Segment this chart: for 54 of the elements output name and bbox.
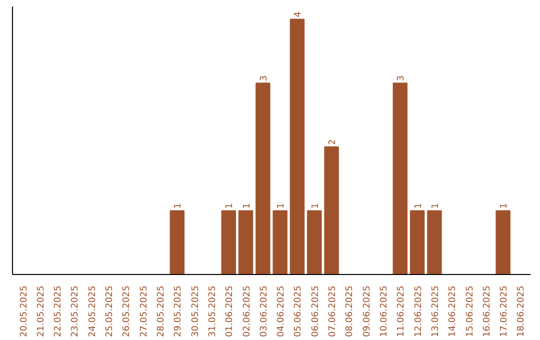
data-label: 1 bbox=[430, 202, 441, 209]
x-tick-label: 02.06.2025 bbox=[242, 286, 252, 338]
data-label: 3 bbox=[396, 75, 407, 82]
x-tick-label: 21.05.2025 bbox=[36, 286, 46, 338]
bar bbox=[272, 210, 288, 274]
x-tick-label: 30.05.2025 bbox=[190, 286, 201, 338]
bar bbox=[427, 210, 442, 274]
x-tick-label: 07.06.2025 bbox=[328, 286, 338, 338]
data-label: 1 bbox=[500, 202, 510, 209]
data-label: 3 bbox=[259, 75, 270, 82]
data-label: 4 bbox=[294, 11, 304, 18]
x-tick-label: 05.06.2025 bbox=[294, 286, 304, 338]
x-tick-label: 12.06.2025 bbox=[414, 286, 424, 338]
x-tick-label: 16.06.2025 bbox=[482, 286, 492, 338]
x-tick-label: 11.06.2025 bbox=[396, 286, 407, 338]
data-label: 2 bbox=[328, 139, 338, 145]
bar bbox=[256, 82, 270, 274]
x-tick-label: 25.05.2025 bbox=[105, 286, 116, 338]
x-tick-label: 18.06.2025 bbox=[516, 286, 527, 338]
bar bbox=[392, 82, 408, 274]
x-tick-label: 27.05.2025 bbox=[139, 286, 150, 338]
data-label: 1 bbox=[276, 202, 287, 209]
x-tick-label: 29.05.2025 bbox=[174, 286, 184, 338]
x-tick-label: 09.06.2025 bbox=[362, 286, 372, 338]
bar bbox=[238, 210, 254, 274]
data-label: 1 bbox=[414, 202, 424, 209]
x-tick-label: 03.06.2025 bbox=[259, 286, 270, 338]
bar bbox=[170, 210, 185, 274]
bar bbox=[290, 18, 305, 274]
bar bbox=[324, 146, 339, 274]
x-tick-label: 08.06.2025 bbox=[345, 286, 356, 338]
x-tick-label: 20.05.2025 bbox=[19, 286, 30, 338]
bar bbox=[221, 210, 236, 274]
x-tick-label: 24.05.2025 bbox=[88, 286, 98, 338]
x-tick-label: 13.06.2025 bbox=[430, 286, 441, 338]
x-tick-label: 15.06.2025 bbox=[465, 286, 476, 338]
data-label: 1 bbox=[242, 202, 252, 209]
x-tick-label: 10.06.2025 bbox=[379, 286, 390, 338]
x-tick-label: 28.05.2025 bbox=[156, 286, 167, 338]
data-label: 1 bbox=[225, 202, 236, 209]
bar bbox=[307, 210, 322, 274]
x-tick-label: 31.05.2025 bbox=[208, 286, 218, 338]
bar bbox=[496, 210, 510, 274]
data-label: 1 bbox=[174, 202, 184, 209]
x-tick-label: 14.06.2025 bbox=[448, 286, 458, 338]
bar bbox=[410, 210, 425, 274]
x-tick-label: 22.05.2025 bbox=[54, 286, 64, 338]
x-tick-label: 06.06.2025 bbox=[310, 286, 321, 338]
x-tick-label: 26.05.2025 bbox=[122, 286, 132, 338]
data-label: 1 bbox=[310, 202, 321, 209]
x-tick-label: 23.05.2025 bbox=[70, 286, 81, 338]
x-tick-label: 01.06.2025 bbox=[225, 286, 236, 338]
x-tick-label: 04.06.2025 bbox=[276, 286, 287, 338]
x-tick-label: 17.06.2025 bbox=[500, 286, 510, 338]
